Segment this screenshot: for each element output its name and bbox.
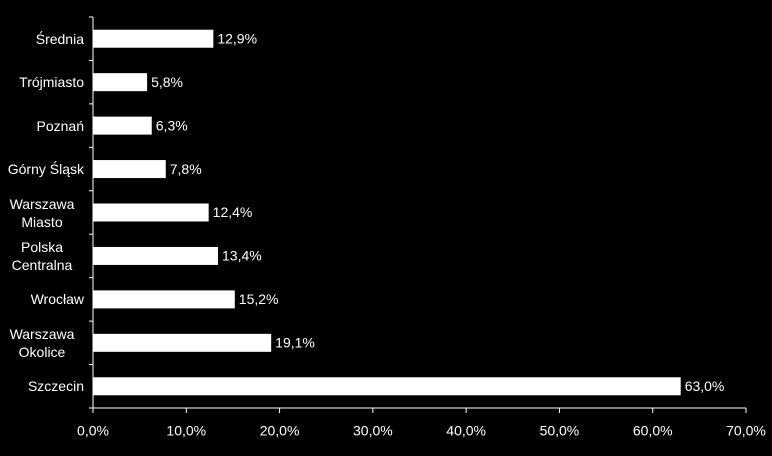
- y-tick-label: Poznań: [36, 117, 84, 134]
- x-tick-label: 70,0%: [726, 423, 766, 439]
- y-tick-label-box: Trójmiasto: [0, 73, 84, 91]
- bar: [93, 116, 152, 135]
- bar: [93, 160, 166, 179]
- x-tick-label: 60,0%: [633, 423, 673, 439]
- bar: [93, 333, 272, 352]
- y-tick-label-box: Wrocław: [0, 290, 84, 308]
- y-tick-label: Warszawa Miasto: [9, 195, 75, 230]
- y-tick-label: Górny Śląsk: [7, 161, 84, 178]
- bar: [93, 246, 219, 265]
- value-label: 7,8%: [170, 161, 202, 177]
- y-tick-label: Wrocław: [30, 291, 84, 308]
- y-tick-label-box: Górny Śląsk: [0, 160, 84, 178]
- x-tick-label: 0,0%: [77, 423, 109, 439]
- y-tick-label-box: Średnia: [0, 30, 84, 48]
- bar: [93, 377, 681, 396]
- x-tick-label: 30,0%: [353, 423, 393, 439]
- value-label: 12,9%: [217, 30, 257, 46]
- bar: [93, 203, 209, 222]
- y-tick-label-box: Warszawa Okolice: [0, 325, 84, 361]
- value-label: 15,2%: [239, 291, 279, 307]
- y-tick-label: Szczecin: [27, 378, 84, 395]
- y-tick-label: Trójmiasto: [19, 74, 84, 91]
- y-tick-label: Średnia: [35, 30, 84, 47]
- x-tick-label: 20,0%: [260, 423, 300, 439]
- bar: [93, 290, 235, 309]
- value-label: 63,0%: [685, 378, 725, 394]
- x-tick-label: 10,0%: [166, 423, 206, 439]
- x-tick-label: 50,0%: [540, 423, 580, 439]
- value-label: 6,3%: [156, 117, 188, 133]
- bar: [93, 29, 214, 48]
- y-tick-label: Polska Centralna: [11, 238, 73, 273]
- value-label: 12,4%: [213, 204, 253, 220]
- bar: [93, 73, 148, 92]
- x-tick-label: 40,0%: [446, 423, 486, 439]
- y-tick-label-box: Polska Centralna: [0, 238, 84, 274]
- value-label: 13,4%: [222, 248, 262, 264]
- y-tick-label-box: Warszawa Miasto: [0, 195, 84, 231]
- value-label: 5,8%: [151, 74, 183, 90]
- y-tick-label-box: Poznań: [0, 117, 84, 135]
- y-tick-label-box: Szczecin: [0, 377, 84, 395]
- y-tick-label: Warszawa Okolice: [9, 325, 75, 360]
- value-label: 19,1%: [275, 335, 315, 351]
